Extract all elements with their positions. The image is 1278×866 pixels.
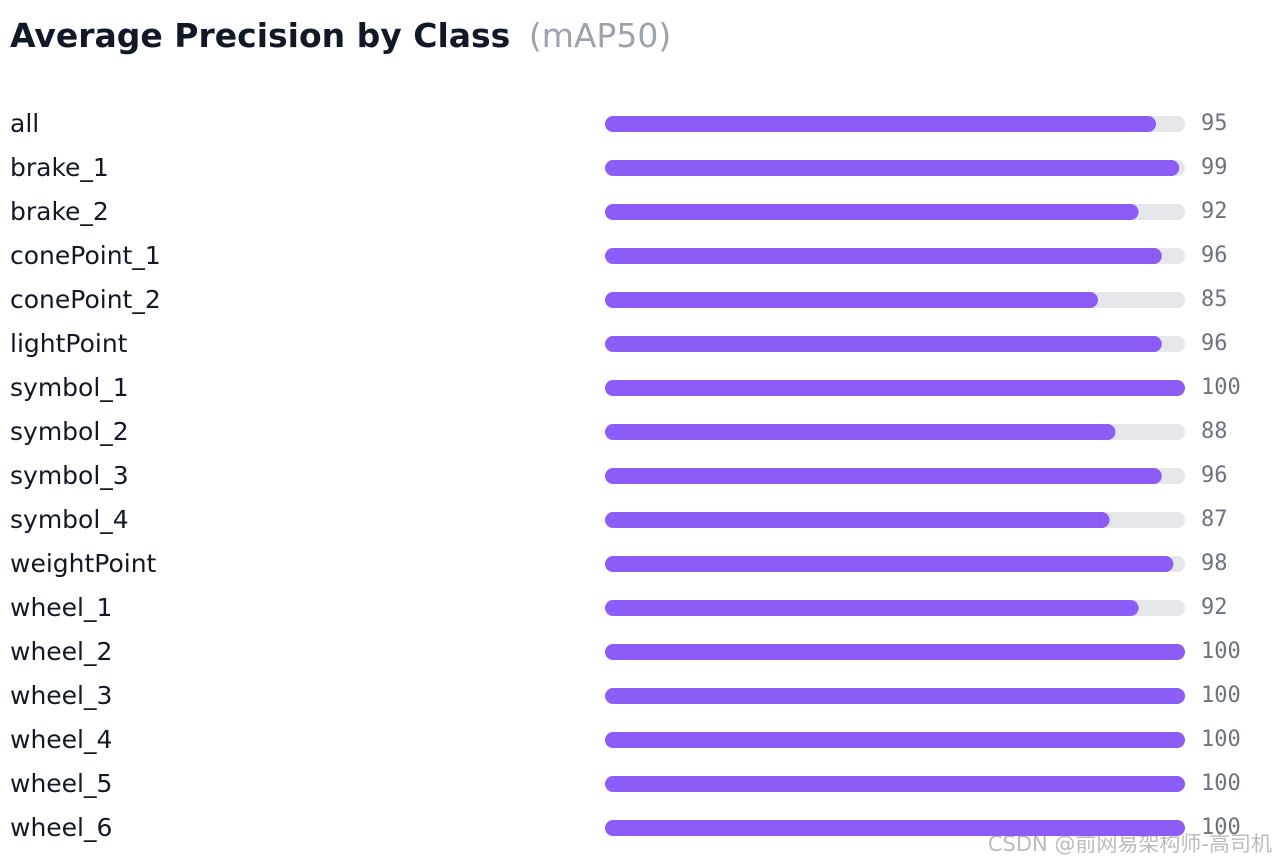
value-label: 99 (1201, 155, 1228, 180)
value-label: 100 (1201, 815, 1241, 840)
bar (605, 556, 1174, 572)
bar (605, 336, 1162, 352)
value-label: 98 (1201, 551, 1228, 576)
category-label: wheel_6 (10, 813, 112, 842)
value-label: 96 (1201, 243, 1228, 268)
bar (605, 644, 1185, 660)
category-label: wheel_1 (10, 593, 112, 622)
value-label: 100 (1201, 639, 1241, 664)
category-label: lightPoint (10, 329, 128, 358)
category-label: symbol_3 (10, 461, 129, 490)
bar (605, 468, 1162, 484)
category-label: wheel_4 (10, 725, 112, 754)
value-label: 92 (1201, 595, 1228, 620)
title-line: Average Precision by Class (mAP50) (10, 16, 671, 55)
value-label: 100 (1201, 375, 1241, 400)
category-label: wheel_5 (10, 769, 112, 798)
value-label: 85 (1201, 287, 1228, 312)
category-label: all (10, 109, 39, 138)
value-label: 92 (1201, 199, 1228, 224)
category-label: symbol_2 (10, 417, 129, 446)
bar (605, 248, 1162, 264)
bar (605, 380, 1185, 396)
value-label: 95 (1201, 111, 1228, 136)
category-label: conePoint_1 (10, 241, 161, 270)
bar (605, 600, 1139, 616)
bar (605, 424, 1116, 440)
bar (605, 512, 1110, 528)
category-label: brake_1 (10, 153, 109, 182)
bar (605, 292, 1098, 308)
category-label: symbol_1 (10, 373, 129, 402)
bar (605, 160, 1180, 176)
category-label: wheel_3 (10, 681, 112, 710)
value-label: 96 (1201, 463, 1228, 488)
bar (605, 688, 1185, 704)
category-label: brake_2 (10, 197, 109, 226)
category-label: weightPoint (10, 549, 157, 578)
value-label: 96 (1201, 331, 1228, 356)
bar (605, 204, 1139, 220)
bar (605, 776, 1185, 792)
chart-subtitle: (mAP50) (529, 16, 671, 55)
value-label: 100 (1201, 683, 1241, 708)
bar (605, 732, 1185, 748)
category-label: symbol_4 (10, 505, 129, 534)
category-label: conePoint_2 (10, 285, 161, 314)
chart-title: Average Precision by Class (10, 16, 510, 55)
category-label: wheel_2 (10, 637, 112, 666)
value-label: 87 (1201, 507, 1228, 532)
value-label: 88 (1201, 419, 1228, 444)
bar (605, 820, 1185, 836)
value-label: 100 (1201, 727, 1241, 752)
bar (605, 116, 1156, 132)
value-label: 100 (1201, 771, 1241, 796)
